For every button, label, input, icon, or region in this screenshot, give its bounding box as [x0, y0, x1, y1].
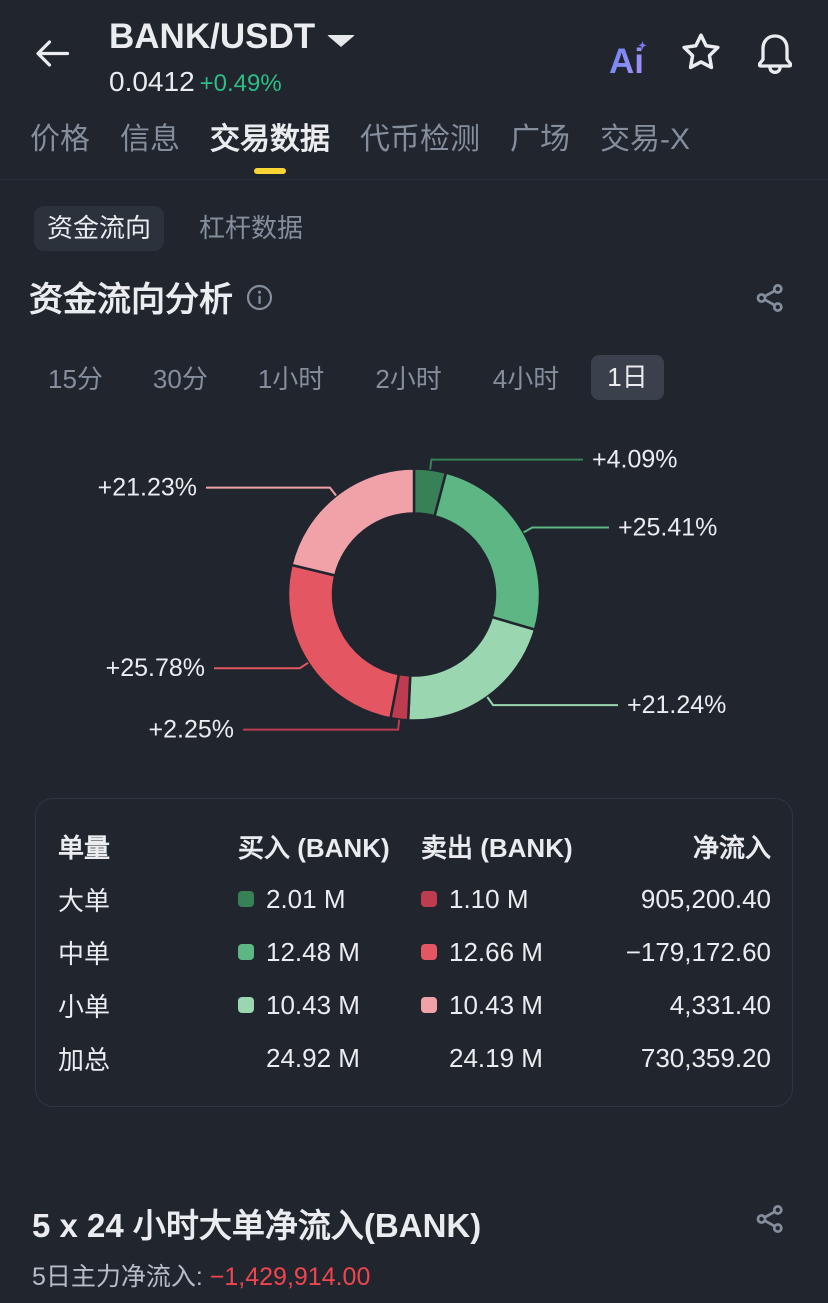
last-price: 0.0412 — [109, 66, 195, 97]
tab-trade-x[interactable]: 交易-X — [600, 123, 690, 156]
bell-icon — [758, 34, 792, 74]
sell-color-chip — [421, 891, 437, 907]
tab-square[interactable]: 广场 — [510, 123, 570, 156]
table-header-row: 单量 买入 (BANK) 卖出 (BANK) 净流入 — [58, 830, 771, 863]
label-leader-line — [214, 661, 309, 670]
flow-section-title: 资金流向分析 — [29, 280, 233, 319]
buy-value: 10.43 M — [266, 989, 360, 1020]
donut-segment[interactable] — [286, 563, 401, 720]
star-icon — [682, 33, 720, 70]
active-tab-underline — [254, 168, 286, 174]
label-leader-line — [243, 719, 401, 731]
favorite-button[interactable] — [679, 30, 723, 74]
table-row-small: 小单 10.43 M 10.43 M 4,331.40 — [58, 989, 771, 1022]
sell-value: 1.10 M — [449, 883, 529, 914]
ai-logo-text: Ai — [609, 42, 644, 81]
col-header-order-size: 单量 — [58, 832, 111, 863]
label-leader-line — [523, 526, 609, 534]
period-15m[interactable]: 15分 — [48, 364, 103, 394]
period-2h[interactable]: 2小时 — [375, 364, 442, 394]
sparkle-icon — [638, 40, 647, 50]
share-icon[interactable] — [753, 281, 787, 315]
table-row-total: 加总 24.92 M 24.19 M 730,359.20 — [58, 1042, 771, 1075]
sub-tabs: 资金流向 杠杆数据 — [34, 206, 303, 251]
donut-segment[interactable] — [290, 467, 416, 578]
five-day-label: 5日主力净流入: — [32, 1263, 210, 1291]
sell-value: 12.66 M — [449, 936, 543, 967]
net-value: 905,200.40 — [640, 883, 771, 914]
donut-segment-label: +25.78% — [106, 654, 205, 682]
col-header-sell: 卖出 (BANK) — [421, 832, 573, 863]
buy-value: 24.92 M — [266, 1042, 360, 1073]
label-leader-line — [486, 696, 618, 707]
tab-price[interactable]: 价格 — [30, 123, 90, 156]
period-30m[interactable]: 30分 — [152, 364, 208, 394]
donut-segment-label: +25.41% — [618, 513, 717, 541]
fund-flow-donut-chart: +4.09% +25.41% +21.24% +2.25% +25.78% +21.23% — [0, 420, 828, 765]
net-value: 4,331.40 — [669, 989, 771, 1020]
pair-title: BANK/USDT — [109, 17, 316, 56]
sell-value: 24.19 M — [449, 1042, 543, 1073]
tab-trading-data[interactable]: 交易数据 — [210, 120, 330, 174]
pair-selector[interactable]: BANK/USDT — [109, 16, 356, 58]
share-icon-2[interactable] — [753, 1202, 787, 1236]
buy-color-chip — [238, 944, 254, 960]
ai-assistant-button[interactable]: Ai — [609, 33, 671, 81]
label-leader-line — [206, 486, 337, 497]
col-header-buy: 买入 (BANK) — [238, 832, 390, 863]
sell-value: 10.43 M — [449, 989, 543, 1020]
period-filter: 15分 30分 1小时 2小时 4小时 1日 — [48, 355, 664, 400]
sell-color-chip — [421, 944, 437, 960]
subtab-fund-flow[interactable]: 资金流向 — [34, 206, 165, 251]
five-day-value: −1,429,914.00 — [209, 1263, 371, 1291]
donut-segment-label: +2.25% — [149, 716, 235, 744]
buy-value: 12.48 M — [266, 936, 360, 967]
large-order-section-title: 5 x 24 小时大单净流入(BANK) — [32, 1207, 482, 1244]
info-icon[interactable] — [245, 283, 274, 312]
donut-segment-label: +21.23% — [98, 474, 197, 502]
subtab-margin-data[interactable]: 杠杆数据 — [199, 213, 304, 243]
row-label: 加总 — [58, 1044, 111, 1075]
tab-info[interactable]: 信息 — [120, 123, 180, 156]
flow-section-header: 资金流向分析 — [29, 279, 274, 319]
donut-segment-label: +21.24% — [627, 691, 726, 719]
net-value: −179,172.60 — [625, 936, 771, 967]
caret-down-icon — [327, 34, 356, 47]
fund-flow-table: 单量 买入 (BANK) 卖出 (BANK) 净流入 大单 2.01 M 1.1… — [35, 798, 793, 1107]
buy-value: 2.01 M — [266, 883, 346, 914]
back-button[interactable] — [34, 36, 70, 72]
buy-color-chip — [238, 891, 254, 907]
label-leader-line — [429, 458, 583, 470]
notifications-button[interactable] — [758, 34, 792, 74]
buy-color-chip — [238, 997, 254, 1013]
row-label: 大单 — [58, 885, 111, 916]
table-row-large: 大单 2.01 M 1.10 M 905,200.40 — [58, 883, 771, 916]
price-change: +0.49% — [199, 70, 282, 97]
period-4h[interactable]: 4小时 — [492, 364, 560, 394]
net-value: 730,359.20 — [640, 1042, 771, 1073]
col-header-net-inflow: 净流入 — [692, 832, 771, 863]
row-label: 中单 — [58, 938, 111, 969]
five-day-net-inflow: 5日主力净流入: −1,429,914.00 — [32, 1260, 370, 1294]
back-arrow-icon — [36, 40, 70, 67]
period-1h[interactable]: 1小时 — [257, 364, 325, 394]
donut-svg: +4.09% +25.41% +21.24% +2.25% +25.78% +21.23% — [98, 446, 727, 744]
header-divider — [0, 179, 828, 180]
table-row-medium: 中单 12.48 M 12.66 M −179,172.60 — [58, 936, 771, 969]
price-row: 0.0412 +0.49% — [109, 66, 282, 98]
row-label: 小单 — [58, 991, 111, 1022]
donut-segment[interactable] — [433, 471, 542, 632]
period-1d[interactable]: 1日 — [591, 355, 664, 400]
donut-segment-label: +4.09% — [592, 446, 678, 474]
nav-tabs: 价格 信息 交易数据 代币检测 广场 交易-X — [30, 120, 690, 174]
tab-token-check[interactable]: 代币检测 — [360, 123, 480, 156]
sell-color-chip — [421, 997, 437, 1013]
